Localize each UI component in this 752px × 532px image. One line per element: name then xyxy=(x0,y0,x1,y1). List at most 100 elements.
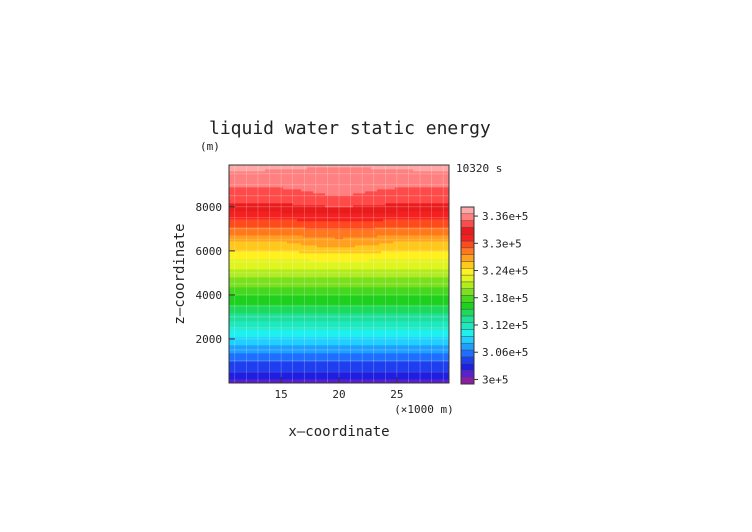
field-cell xyxy=(379,345,382,348)
field-cell xyxy=(431,345,434,348)
field-cell xyxy=(417,355,420,358)
field-cell xyxy=(385,365,388,368)
field-cell xyxy=(427,327,430,330)
field-cell xyxy=(377,361,380,364)
field-cell xyxy=(433,337,436,340)
field-cell xyxy=(257,335,260,338)
field-cell xyxy=(335,311,338,314)
field-cell xyxy=(275,323,278,326)
field-cell xyxy=(265,381,268,384)
field-cell xyxy=(427,331,430,334)
field-cell xyxy=(311,343,314,346)
field-cell xyxy=(237,367,240,370)
field-cell xyxy=(355,299,358,302)
field-cell xyxy=(437,293,440,296)
field-cell xyxy=(309,331,312,334)
field-cell xyxy=(325,295,328,298)
field-cell xyxy=(367,373,370,376)
field-cell xyxy=(443,333,446,336)
field-cell xyxy=(235,363,238,366)
field-cell xyxy=(397,377,400,380)
field-cell xyxy=(297,369,300,372)
field-cell xyxy=(275,331,278,334)
field-cell xyxy=(301,313,304,316)
field-cell xyxy=(263,305,266,308)
field-cell xyxy=(327,335,330,338)
field-cell xyxy=(405,319,408,322)
field-cell xyxy=(305,345,308,348)
field-cell xyxy=(303,355,306,358)
field-cell xyxy=(229,359,232,362)
field-cell xyxy=(363,331,366,334)
field-cell xyxy=(443,337,446,340)
field-cell xyxy=(235,303,238,306)
field-cell xyxy=(307,291,310,294)
field-cell xyxy=(249,365,252,368)
field-cell xyxy=(267,311,270,314)
field-cell xyxy=(319,355,322,358)
field-cell xyxy=(351,379,354,382)
field-cell xyxy=(255,305,258,308)
field-cell xyxy=(271,319,274,322)
field-cell xyxy=(407,347,410,350)
field-cell xyxy=(341,353,344,356)
field-cell xyxy=(259,369,262,372)
field-cell xyxy=(391,351,394,354)
field-cell xyxy=(279,339,282,342)
field-cell xyxy=(403,311,406,314)
field-cell xyxy=(245,325,248,328)
field-cell xyxy=(275,381,278,384)
field-cell xyxy=(443,313,446,316)
field-cell xyxy=(303,353,306,356)
field-cell xyxy=(355,365,358,368)
field-cell xyxy=(359,375,362,378)
field-cell xyxy=(439,359,442,362)
field-cell xyxy=(437,295,440,298)
field-cell xyxy=(381,353,384,356)
field-cell xyxy=(325,359,328,362)
field-cell xyxy=(373,313,376,316)
field-cell xyxy=(243,353,246,356)
field-cell xyxy=(349,381,352,384)
field-cell xyxy=(325,319,328,322)
field-cell xyxy=(399,333,402,336)
field-cell xyxy=(345,379,348,382)
field-cell xyxy=(267,333,270,336)
field-cell xyxy=(369,303,372,306)
field-cell xyxy=(321,293,324,296)
field-cell xyxy=(347,303,350,306)
field-cell xyxy=(291,341,294,344)
field-cell xyxy=(419,311,422,314)
field-cell xyxy=(255,369,258,372)
field-cell xyxy=(397,363,400,366)
field-cell xyxy=(251,323,254,326)
field-cell xyxy=(397,315,400,318)
field-cell xyxy=(321,307,324,310)
field-cell xyxy=(367,313,370,316)
field-cell xyxy=(337,375,340,378)
field-cell xyxy=(291,323,294,326)
field-cell xyxy=(423,379,426,382)
field-cell xyxy=(421,309,424,312)
field-cell xyxy=(317,311,320,314)
field-cell xyxy=(359,333,362,336)
field-cell xyxy=(333,341,336,344)
field-cell xyxy=(255,295,258,298)
field-cell xyxy=(389,339,392,342)
field-cell xyxy=(267,323,270,326)
field-cell xyxy=(233,365,236,368)
field-cell xyxy=(391,311,394,314)
field-cell xyxy=(373,301,376,304)
field-cell xyxy=(327,333,330,336)
field-cell xyxy=(399,315,402,318)
field-cell xyxy=(279,291,282,294)
field-cell xyxy=(399,379,402,382)
field-cell xyxy=(387,311,390,314)
field-cell xyxy=(433,371,436,374)
field-cell xyxy=(307,341,310,344)
field-cell xyxy=(441,293,444,296)
field-cell xyxy=(231,337,234,340)
field-cell xyxy=(283,291,286,294)
field-cell xyxy=(349,343,352,346)
field-cell xyxy=(317,317,320,320)
